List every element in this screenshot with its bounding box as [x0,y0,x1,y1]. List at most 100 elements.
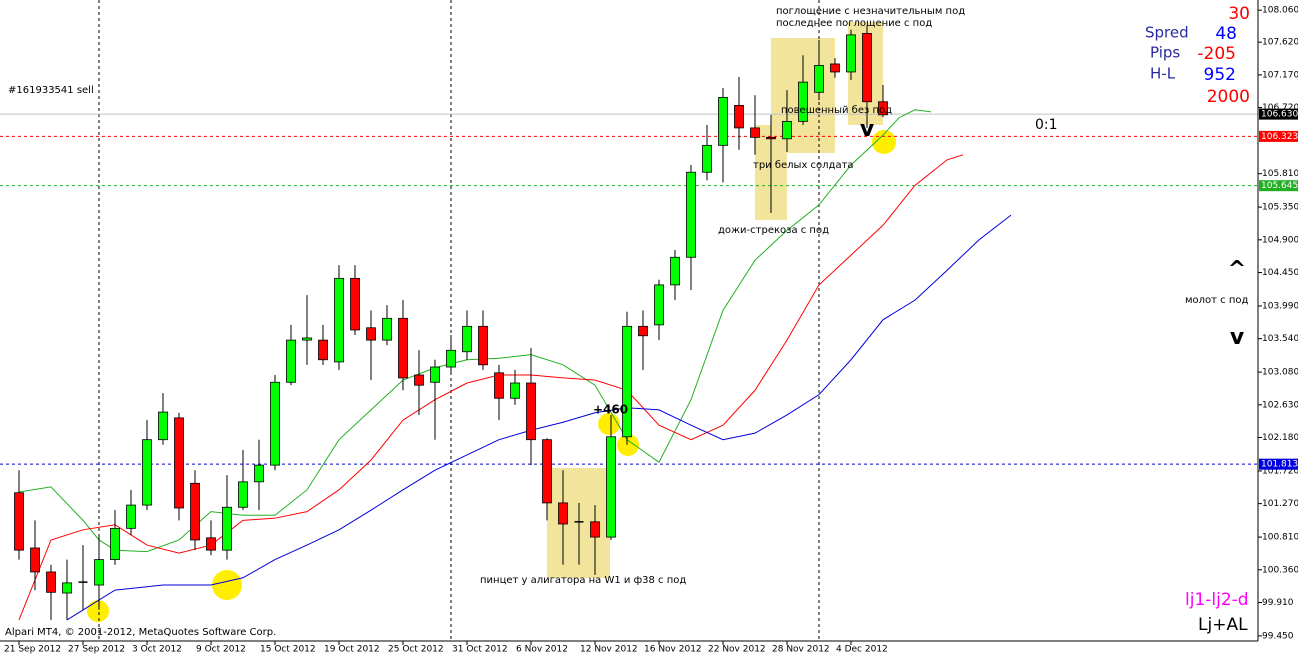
candle-body [878,101,888,116]
candle-body [142,439,152,506]
info-value: 48 [1215,24,1237,44]
info-value: -205 [1197,44,1236,64]
y-tick-label: 100.360 [1262,565,1298,575]
candle-body [254,464,264,483]
candle-body [734,104,744,129]
candle-body [126,504,136,529]
candle-body [286,339,296,383]
candle-body [206,537,216,551]
level-label-box [1259,180,1298,192]
candle-body [830,63,840,73]
candle-body [462,325,472,353]
y-tick-label: 99.450 [1262,631,1294,641]
annotation: поглощение с незначительным под [776,6,965,17]
y-tick-label: 100.810 [1262,533,1298,543]
info-value: 30 [1228,4,1250,24]
annotation: последнее поглощение с под [776,18,932,29]
y-tick-label: 99.910 [1262,598,1294,608]
candle-body [494,372,504,399]
x-tick-label: 9 Oct 2012 [196,645,246,655]
candle-body [30,547,40,573]
x-tick-label: 21 Sep 2012 [4,645,61,655]
y-tick-label: 104.450 [1262,268,1298,278]
y-tick-label: 102.630 [1262,400,1298,410]
arrow-sign: v [1230,325,1245,350]
level-label: 105.645 [1261,181,1298,191]
y-tick-label: 107.170 [1262,70,1298,80]
candle-body [382,317,392,341]
candle-body [478,325,488,366]
y-tick-label: 101.270 [1262,499,1298,509]
x-tick-label: 25 Oct 2012 [388,645,444,655]
candle-body [782,120,792,140]
x-tick-label: 22 Nov 2012 [708,645,766,655]
level-label: 106.630 [1261,110,1298,120]
candle-body [334,277,344,363]
level-label-box [1259,130,1298,142]
highlight-circle [617,434,639,456]
candle-body [718,96,728,146]
x-tick-label: 16 Nov 2012 [644,645,702,655]
candle-body [366,327,376,341]
highlight-circle [87,600,109,622]
annotation: повешенный без под [781,105,892,116]
candle-body [590,521,600,538]
level-label-box [1259,108,1298,120]
candle-body [446,349,456,368]
y-tick-label: 106.720 [1262,103,1298,113]
x-tick-label: 27 Sep 2012 [68,645,125,655]
candle-body [190,482,200,541]
footer: Alpari MT4, © 2001-2012, MetaQuotes Soft… [5,627,276,638]
candle-body [526,382,536,441]
candle-body [62,582,72,594]
y-tick-label: 103.990 [1262,301,1298,311]
candle-body [510,382,520,399]
candle-body [174,417,184,509]
x-tick-label: 15 Oct 2012 [260,645,316,655]
annotation: дожи-стрекоза с под [718,225,829,236]
plot-marks [0,25,1258,621]
annotation: +460 [593,403,628,417]
candle-body [750,127,760,138]
candle-body [46,571,56,593]
annotation: lj1-lj2-d [1185,590,1249,610]
y-tick-label: 105.810 [1262,169,1298,179]
candle-body [862,33,872,103]
candle-body [270,381,280,466]
order-label: #161933541 sell [8,85,94,96]
y-tick-label: 102.180 [1262,433,1298,443]
candle-body [350,277,360,331]
candle-body [238,481,248,508]
candle-body [686,171,696,258]
info-value: 2000 [1207,87,1250,107]
annotation: молот с под [1185,295,1249,306]
y-tick-label: 107.620 [1262,38,1298,48]
candle-body [638,325,648,337]
annotation: три белых солдата [753,160,854,171]
candle-body [654,284,664,326]
x-tick-label: 19 Oct 2012 [324,645,380,655]
candle-body [110,527,120,561]
y-tick-label: 104.900 [1262,235,1298,245]
highlight-circle [212,570,242,600]
level-label: 101.813 [1261,460,1298,470]
info-label: Pips [1150,44,1180,62]
candle-body [94,559,104,586]
candle-body [542,439,552,504]
level-label-box [1259,458,1298,470]
candle-body [670,256,680,286]
candle-body [622,325,632,438]
candle-body [798,81,808,122]
arrow-sign: ^ [1228,257,1246,282]
annotation: пинцет у алигатора на W1 и ф38 с под [480,575,686,586]
candle-body [222,506,232,551]
candle-body [302,337,312,341]
candle-body [158,411,168,441]
candle-body [430,366,440,383]
level-label: 106.323 [1261,132,1298,142]
moving-average [66,214,1012,621]
candle-body [606,436,616,538]
candle-body [702,144,712,173]
